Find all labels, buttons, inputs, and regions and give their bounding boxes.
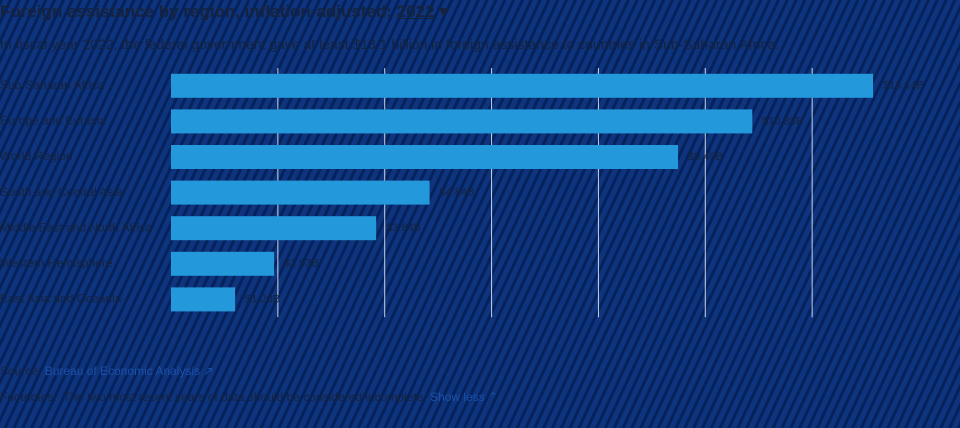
caret: ⌃ bbox=[488, 390, 499, 404]
subtitle: In fiscal year 2022, the federal governm… bbox=[0, 36, 780, 52]
bar bbox=[171, 287, 236, 312]
value-label: $10.88B bbox=[762, 115, 803, 127]
category-label: Western Hemisphere bbox=[0, 256, 113, 270]
source-label: Source: bbox=[0, 364, 42, 378]
dropdown-caret: ▾ bbox=[439, 2, 448, 21]
value-label: $4.84B bbox=[440, 187, 475, 199]
value-label: $1.93B bbox=[284, 258, 319, 270]
show-less[interactable]: Show less bbox=[430, 390, 485, 404]
bar bbox=[171, 251, 275, 276]
category-label: Europe and Eurasia bbox=[0, 114, 106, 128]
value-label: $13.14B bbox=[883, 80, 924, 92]
category-label: East Asia and Oceania bbox=[0, 292, 122, 306]
category-label: Sub-Saharan Africa bbox=[0, 78, 104, 92]
category-label: South and Central Asia bbox=[0, 185, 123, 199]
category-label: Middle East and North Africa bbox=[0, 220, 152, 234]
footnotes-label: Footnotes: bbox=[0, 390, 57, 404]
title-text: Foreign assistance by region, inflation-… bbox=[0, 2, 393, 21]
chart: Sub-Saharan Africa $13.14B Europe and Eura… bbox=[0, 68, 924, 318]
bar bbox=[171, 109, 753, 134]
value-label: $1.20B bbox=[245, 293, 280, 305]
source: Source: Bureau of Economic Analysis ↗ bbox=[0, 364, 214, 378]
source-link[interactable]: Bureau of Economic Analysis bbox=[44, 364, 201, 378]
category-label: World Region bbox=[0, 149, 72, 163]
value-label: $9.49B bbox=[688, 151, 723, 163]
footnotes: Footnotes: The two most recent years of … bbox=[0, 390, 498, 404]
bar bbox=[171, 145, 679, 169]
bar bbox=[171, 180, 430, 205]
chart-title: Foreign assistance by region, inflation-… bbox=[0, 2, 448, 22]
footnote-text: The two most recent years of data should… bbox=[63, 390, 427, 404]
year-dropdown[interactable]: 2022 bbox=[396, 2, 435, 21]
bar bbox=[171, 73, 874, 98]
value-label: $3.84B bbox=[386, 222, 421, 234]
bar bbox=[171, 216, 377, 241]
external-icon: ↗ bbox=[203, 364, 214, 378]
